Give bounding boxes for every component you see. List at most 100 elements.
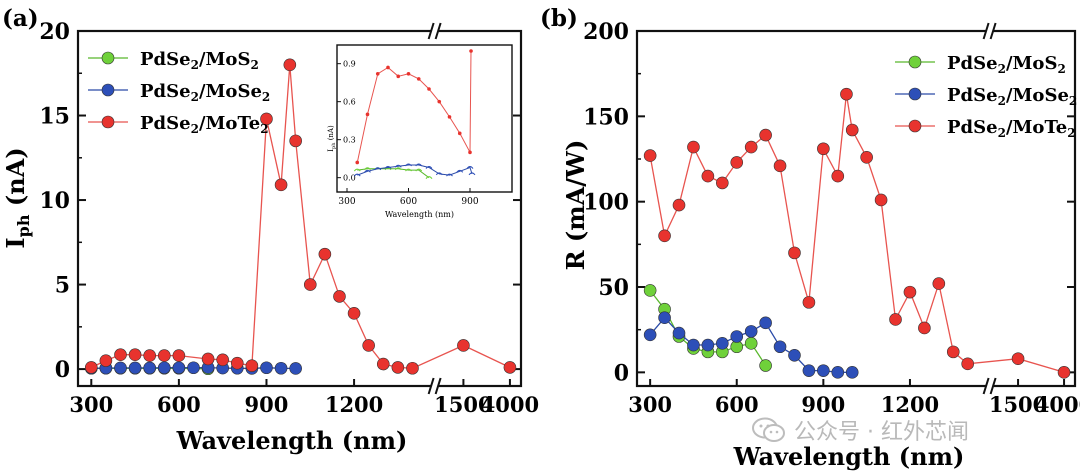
data-point-red	[406, 361, 419, 375]
inset-data-point-green	[405, 168, 412, 172]
data-point-blue	[788, 348, 801, 362]
x-tick-label: 600	[157, 392, 201, 417]
inset-data-point-green	[394, 167, 402, 171]
legend-label-part: /MoS	[199, 49, 251, 70]
data-point-green	[643, 284, 657, 297]
data-point-blue	[817, 364, 830, 377]
legend-label-part: PdSe	[140, 113, 191, 134]
legend-label-part: PdSe	[140, 81, 191, 102]
inset-series-line-blue	[357, 164, 473, 176]
data-point-red	[687, 140, 700, 154]
x-tick-label: 1200	[881, 392, 939, 417]
x-tick-label: 4000	[1035, 392, 1080, 417]
y-tick-label: 0	[55, 357, 70, 383]
legend-label-part: 2	[1057, 62, 1065, 76]
inset-data-point-blue	[384, 166, 392, 169]
data-point-red	[128, 348, 142, 362]
inset-frame	[336, 44, 513, 193]
x-tick-label: 900	[801, 392, 845, 417]
axis-break-mark	[434, 377, 442, 395]
data-point-red	[283, 58, 297, 72]
x-tick-label: 4000	[481, 392, 539, 417]
chart-b-ylabel: R (mA/W)	[561, 140, 590, 271]
axis-break-mark	[989, 22, 997, 40]
data-point-blue	[701, 338, 715, 352]
data-point-red	[802, 296, 816, 309]
inset-data-point-red	[447, 115, 452, 119]
inset-data-point-blue	[466, 166, 474, 169]
legend-marker-red	[908, 119, 922, 133]
legend-label-part: 2	[250, 58, 258, 72]
data-point-red	[831, 169, 845, 183]
y-tick-label: 100	[583, 190, 629, 216]
inset-chart: 300 600 900 0.0 0.3 0.6 0.9 Wavelength (nm) Iph …	[327, 44, 513, 219]
inset-data-point-blue	[353, 173, 361, 177]
inset-data-point-red	[468, 150, 472, 155]
inset-data-point-blue	[405, 163, 412, 167]
inset-ylabel-part: ph	[331, 142, 337, 149]
inset-y-tick-label: 0.0	[343, 174, 356, 183]
legend-label-part: PdSe	[947, 53, 998, 74]
y-tick-label: 15	[39, 104, 70, 130]
inset-data-point-green	[425, 176, 433, 179]
legend-label: PdSe2/MoSe2	[947, 85, 1077, 108]
data-point-red	[1057, 366, 1071, 379]
data-point-blue	[831, 366, 845, 379]
inset-data-point-red	[396, 74, 401, 79]
data-point-red	[99, 354, 113, 367]
data-point-red	[658, 229, 671, 243]
chart-a-ylabel: Iph (nA)	[1, 147, 33, 248]
legend-label-part: /MoSe	[1006, 85, 1069, 106]
data-point-red	[759, 128, 772, 142]
panel-a-label: (a)	[2, 5, 39, 32]
data-point-blue	[143, 361, 156, 375]
axis-break-mark	[982, 22, 990, 40]
legend-label-part: PdSe	[947, 85, 998, 106]
data-point-red	[274, 178, 288, 192]
inset-data-point-red	[416, 77, 421, 81]
watermark: 公众号 · 红外芯闻	[752, 414, 969, 446]
data-point-red	[643, 149, 657, 162]
axis-break-gap	[985, 22, 994, 40]
legend-label-part: PdSe	[947, 117, 998, 138]
y-tick-label: 5	[55, 273, 70, 299]
data-point-red	[845, 123, 859, 137]
y-tick-label: 50	[598, 275, 629, 301]
inset-xlabel: Wavelength (nm)	[385, 210, 454, 219]
legend-marker-red	[101, 115, 115, 129]
data-point-red	[817, 142, 830, 156]
data-point-blue	[730, 330, 744, 343]
axis-break-mark	[427, 22, 435, 40]
inset-data-point-blue	[394, 164, 402, 168]
data-point-blue	[802, 364, 816, 377]
legend-label-part: 2	[191, 58, 199, 72]
inset-data-point-red	[427, 87, 431, 91]
data-point-red	[84, 361, 98, 374]
x-tick-label: 300	[628, 392, 672, 417]
legend-label-part: 2	[1069, 94, 1077, 108]
inset-y-tick-label: 0.3	[343, 136, 356, 145]
data-point-red	[730, 156, 744, 169]
data-point-red	[457, 339, 470, 352]
data-point-green	[759, 359, 772, 372]
data-point-red	[201, 352, 215, 366]
data-point-red	[874, 193, 888, 207]
data-point-red	[840, 87, 853, 101]
axis-break-gap	[430, 22, 439, 40]
data-point-red	[860, 150, 873, 164]
y-tick-label: 0	[614, 360, 629, 386]
y-tick-label: 200	[583, 19, 629, 45]
axis-break-gap	[430, 377, 439, 395]
data-point-blue	[128, 361, 142, 375]
inset-data-point-blue	[446, 173, 453, 177]
inset-y-tick-label: 0.6	[343, 98, 356, 107]
chart-a: 300 600 900 1200 1500400005101520PdSe2/MoS2P…	[39, 19, 539, 417]
inset-data-point-red	[437, 99, 442, 104]
data-point-blue	[687, 338, 700, 352]
inset-data-point-green	[415, 168, 423, 172]
data-point-blue	[716, 337, 729, 350]
data-point-red	[114, 348, 127, 362]
data-point-red	[961, 357, 974, 371]
data-point-blue	[187, 361, 200, 375]
